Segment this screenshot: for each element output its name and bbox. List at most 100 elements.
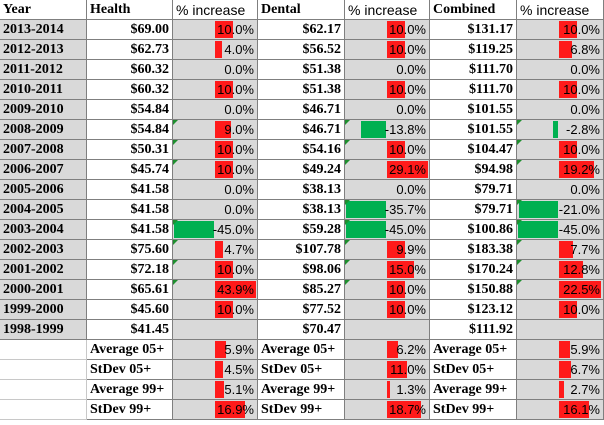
cell-combined[interactable]: $104.47	[430, 140, 517, 160]
stat-label-cell[interactable]: Average 05+	[258, 340, 345, 360]
cell-health-pct[interactable]: 0.0%	[173, 100, 258, 120]
stat-value-cell[interactable]: 18.7%	[345, 400, 430, 420]
cell-combined-pct[interactable]: 7.7%	[517, 240, 604, 260]
cell-health-pct[interactable]: -45.0%	[173, 220, 258, 240]
cell-combined[interactable]: $79.71	[430, 200, 517, 220]
cell-dental[interactable]: $46.71	[258, 100, 345, 120]
stat-label-cell[interactable]: StDev 05+	[258, 360, 345, 380]
cell-dental-pct[interactable]: -13.8%	[345, 120, 430, 140]
stat-label-cell[interactable]: Average 05+	[430, 340, 517, 360]
cell-health-pct[interactable]: 10.0%	[173, 140, 258, 160]
cell-health[interactable]: $54.84	[87, 100, 173, 120]
cell-dental[interactable]: $38.13	[258, 200, 345, 220]
stat-value-cell[interactable]: 5.9%	[517, 340, 604, 360]
cell-dental[interactable]: $51.38	[258, 60, 345, 80]
cell-health-pct[interactable]: 0.0%	[173, 60, 258, 80]
cell-combined[interactable]: $183.38	[430, 240, 517, 260]
cell-combined[interactable]: $119.25	[430, 40, 517, 60]
cell-combined-pct[interactable]: 10.0%	[517, 140, 604, 160]
cell-health-pct[interactable]: 10.0%	[173, 260, 258, 280]
cell-dental-pct[interactable]: 10.0%	[345, 280, 430, 300]
cell-health[interactable]: $72.18	[87, 260, 173, 280]
stat-label-cell[interactable]: StDev 99+	[430, 400, 517, 420]
stat-value-cell[interactable]: 16.1%	[517, 400, 604, 420]
cell-dental-pct[interactable]: 9.9%	[345, 240, 430, 260]
cell-health-pct[interactable]: 4.7%	[173, 240, 258, 260]
cell-dental-pct[interactable]: -45.0%	[345, 220, 430, 240]
cell-health[interactable]: $62.73	[87, 40, 173, 60]
cell-year[interactable]: 2013-2014	[0, 20, 87, 40]
cell-health-pct[interactable]: 10.0%	[173, 80, 258, 100]
stat-value-cell[interactable]: 6.2%	[345, 340, 430, 360]
cell-combined-pct[interactable]: 12.8%	[517, 260, 604, 280]
cell-year[interactable]: 2005-2006	[0, 180, 87, 200]
cell-combined[interactable]: $123.12	[430, 300, 517, 320]
cell-combined[interactable]: $131.17	[430, 20, 517, 40]
cell-dental-pct[interactable]: -35.7%	[345, 200, 430, 220]
cell-dental[interactable]: $98.06	[258, 260, 345, 280]
cell-year[interactable]: 1998-1999	[0, 320, 87, 340]
cell-health-pct[interactable]	[173, 320, 258, 340]
column-header-health-pct[interactable]: % increase	[173, 0, 258, 20]
cell-dental[interactable]: $107.78	[258, 240, 345, 260]
cell-year[interactable]: 2012-2013	[0, 40, 87, 60]
cell-combined-pct[interactable]: 19.2%	[517, 160, 604, 180]
stat-value-cell[interactable]: 11.0%	[345, 360, 430, 380]
cell-year[interactable]: 2003-2004	[0, 220, 87, 240]
cell-health-pct[interactable]: 10.0%	[173, 20, 258, 40]
cell-dental[interactable]: $56.52	[258, 40, 345, 60]
cell-dental-pct[interactable]: 10.0%	[345, 300, 430, 320]
stat-value-cell[interactable]: 5.1%	[173, 380, 258, 400]
cell-year[interactable]: 2004-2005	[0, 200, 87, 220]
stat-label-cell[interactable]: StDev 99+	[87, 400, 173, 420]
empty-cell[interactable]	[0, 360, 87, 380]
cell-health[interactable]: $65.61	[87, 280, 173, 300]
cell-combined-pct[interactable]: 10.0%	[517, 300, 604, 320]
cell-combined-pct[interactable]: 10.0%	[517, 20, 604, 40]
cell-year[interactable]: 1999-2000	[0, 300, 87, 320]
stat-value-cell[interactable]: 4.5%	[173, 360, 258, 380]
stat-value-cell[interactable]: 16.9%	[173, 400, 258, 420]
cell-dental-pct[interactable]	[345, 320, 430, 340]
cell-dental[interactable]: $49.24	[258, 160, 345, 180]
cell-combined[interactable]: $150.88	[430, 280, 517, 300]
cell-combined-pct[interactable]: 0.0%	[517, 60, 604, 80]
cell-year[interactable]: 2010-2011	[0, 80, 87, 100]
cell-year[interactable]: 2006-2007	[0, 160, 87, 180]
cell-dental-pct[interactable]: 10.0%	[345, 80, 430, 100]
column-header-year[interactable]: Year	[0, 0, 87, 20]
cell-combined-pct[interactable]: 0.0%	[517, 100, 604, 120]
cell-health-pct[interactable]: 0.0%	[173, 180, 258, 200]
cell-health[interactable]: $45.60	[87, 300, 173, 320]
cell-health-pct[interactable]: 0.0%	[173, 200, 258, 220]
cell-dental-pct[interactable]: 0.0%	[345, 180, 430, 200]
cell-year[interactable]: 2009-2010	[0, 100, 87, 120]
cell-health[interactable]: $60.32	[87, 60, 173, 80]
empty-cell[interactable]	[0, 380, 87, 400]
cell-health-pct[interactable]: 10.0%	[173, 160, 258, 180]
cell-dental-pct[interactable]: 10.0%	[345, 140, 430, 160]
cell-combined-pct[interactable]: 0.0%	[517, 180, 604, 200]
cell-health[interactable]: $54.84	[87, 120, 173, 140]
cell-combined-pct[interactable]: -21.0%	[517, 200, 604, 220]
cell-dental[interactable]: $85.27	[258, 280, 345, 300]
column-header-health[interactable]: Health	[87, 0, 173, 20]
cell-dental[interactable]: $38.13	[258, 180, 345, 200]
cell-dental-pct[interactable]: 0.0%	[345, 60, 430, 80]
stat-value-cell[interactable]: 2.7%	[517, 380, 604, 400]
cell-year[interactable]: 2001-2002	[0, 260, 87, 280]
cell-combined[interactable]: $111.70	[430, 80, 517, 100]
stat-label-cell[interactable]: StDev 99+	[258, 400, 345, 420]
cell-combined[interactable]: $100.86	[430, 220, 517, 240]
empty-cell[interactable]	[0, 400, 87, 420]
cell-combined-pct[interactable]	[517, 320, 604, 340]
cell-health[interactable]: $75.60	[87, 240, 173, 260]
cell-dental[interactable]: $77.52	[258, 300, 345, 320]
cell-combined-pct[interactable]: 22.5%	[517, 280, 604, 300]
cell-health-pct[interactable]: 9.0%	[173, 120, 258, 140]
stat-label-cell[interactable]: Average 05+	[87, 340, 173, 360]
cell-dental[interactable]: $70.47	[258, 320, 345, 340]
cell-health[interactable]: $41.58	[87, 220, 173, 240]
cell-combined-pct[interactable]: -45.0%	[517, 220, 604, 240]
cell-year[interactable]: 2011-2012	[0, 60, 87, 80]
